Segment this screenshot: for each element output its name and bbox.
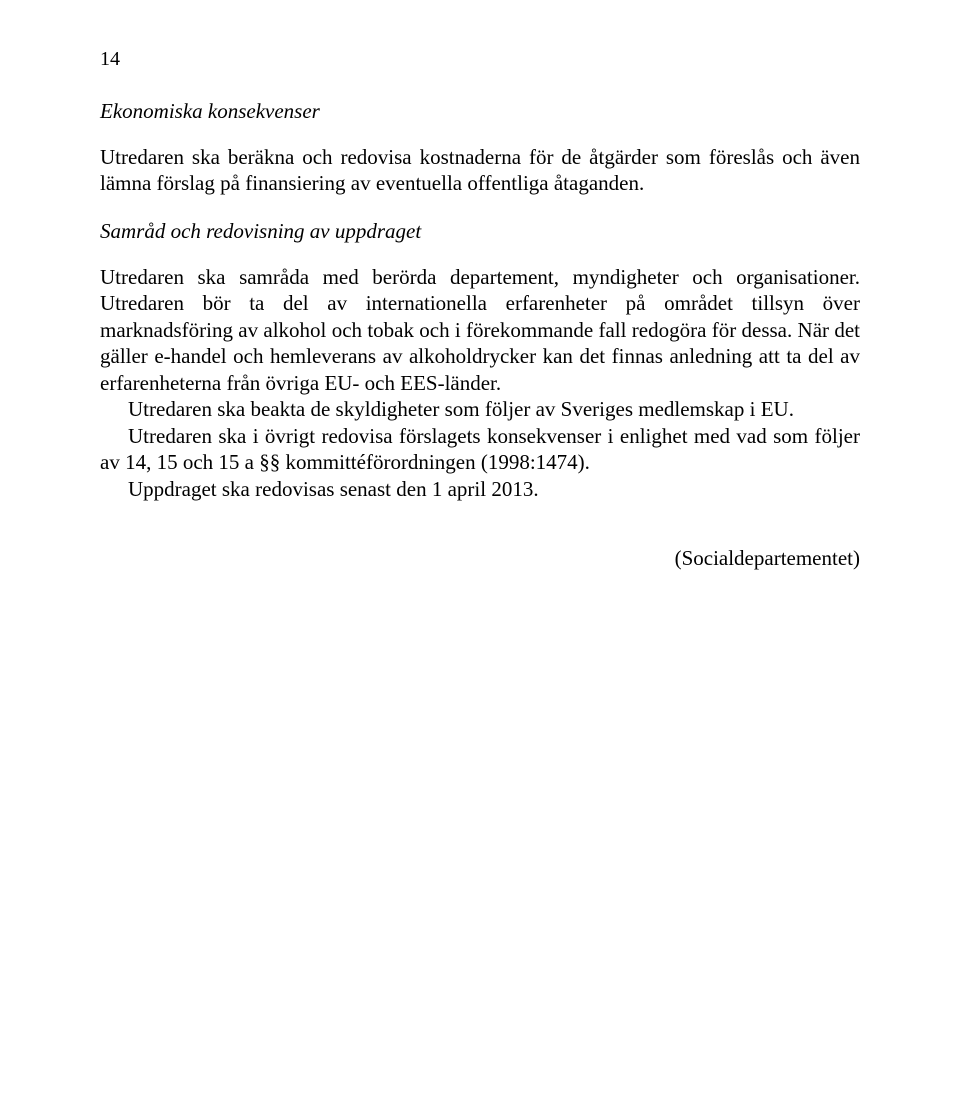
signature: (Socialdepartementet)	[100, 546, 860, 571]
page-number: 14	[100, 48, 860, 71]
heading-samrad: Samråd och redovisning av uppdraget	[100, 219, 860, 244]
paragraph-2c: Utredaren ska i övrigt redovisa förslage…	[100, 423, 860, 476]
heading-ekonomiska: Ekonomiska konsekvenser	[100, 99, 860, 124]
paragraph-2d: Uppdraget ska redovisas senast den 1 apr…	[100, 476, 860, 502]
paragraph-1: Utredaren ska beräkna och redovisa kostn…	[100, 144, 860, 197]
paragraph-2b: Utredaren ska beakta de skyldigheter som…	[100, 396, 860, 422]
paragraph-2a: Utredaren ska samråda med berörda depart…	[100, 264, 860, 396]
